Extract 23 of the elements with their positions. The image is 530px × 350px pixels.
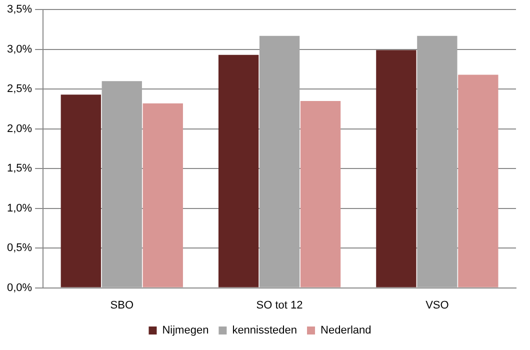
bar (102, 81, 142, 288)
bar (458, 74, 498, 288)
y-tick-label: 2,5% (6, 83, 32, 96)
bar (259, 36, 300, 288)
bar (218, 54, 259, 288)
legend-label: kennissteden (232, 324, 298, 337)
x-tick-label: SO tot 12 (256, 299, 303, 312)
bar (417, 36, 458, 288)
x-tick-label: SBO (110, 299, 134, 312)
y-tick-label: 2,0% (6, 122, 32, 135)
legend-label: Nijmegen (162, 324, 209, 337)
y-tick-label: 3,0% (6, 43, 32, 56)
bar (142, 103, 183, 288)
y-tick-label: 0,0% (6, 282, 32, 294)
y-tick-label: 0,5% (6, 242, 32, 254)
bar (300, 101, 341, 288)
bar (60, 94, 101, 288)
x-tick-label: VSO (426, 299, 450, 312)
bar (376, 50, 416, 288)
y-tick-label: 1,0% (6, 202, 32, 214)
y-tick-label: 1,5% (6, 162, 32, 175)
legend-label: Nederland (320, 324, 372, 337)
y-tick-label: 3,5% (6, 4, 32, 16)
